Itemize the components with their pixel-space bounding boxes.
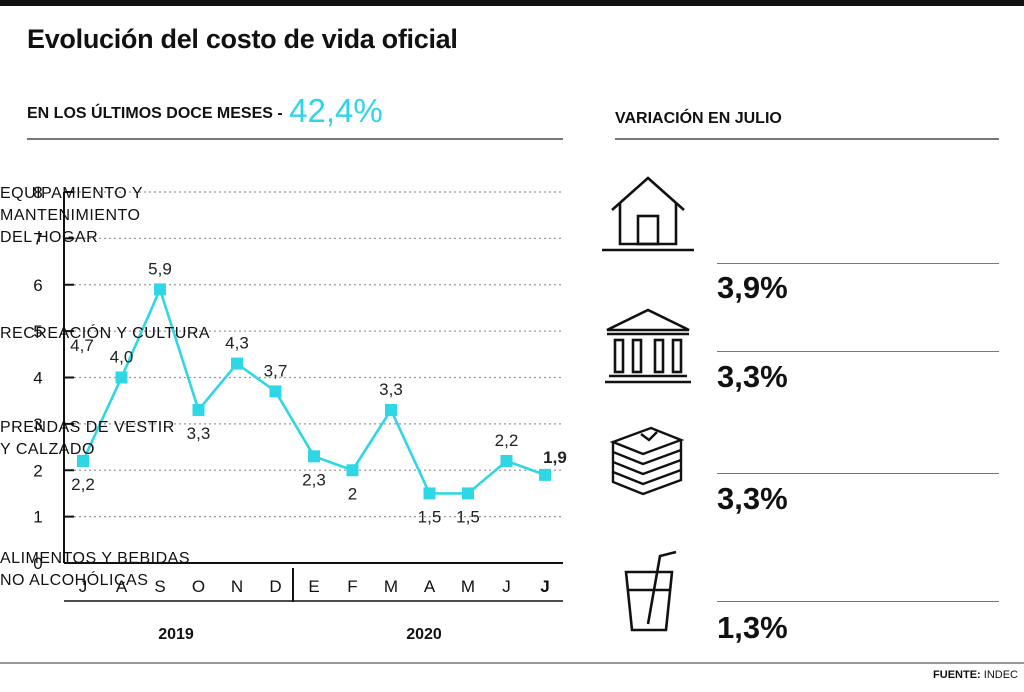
chart-title: Evolución del costo de vida oficial — [27, 24, 458, 54]
data-label: 1,9 — [543, 448, 567, 467]
data-point — [192, 403, 205, 416]
value-household: 3,9% — [717, 270, 788, 305]
data-point — [154, 283, 166, 296]
x-tick-label: M — [461, 577, 475, 596]
label-line: RECREACIÓN Y CULTURA — [0, 325, 211, 342]
label-line: ALIMENTOS Y BEBIDAS — [0, 550, 191, 567]
y-tick-label: 1 — [33, 508, 42, 527]
value-recreation: 3,3% — [717, 359, 788, 394]
source-label: FUENTE: — [933, 669, 981, 681]
data-label: 3,7 — [264, 361, 288, 380]
category-label-food: ALIMENTOS Y BEBIDAS NO ALCOHÓLICAS — [0, 548, 190, 592]
y-tick-label: 0 — [33, 554, 42, 573]
data-label: 1,5 — [418, 507, 442, 526]
data-label: 4,0 — [110, 348, 134, 367]
label-line: EQUIPAMIENTO Y — [0, 185, 144, 202]
data-point — [423, 487, 436, 500]
category-label-clothing: PRENDAS DE VESTIR Y CALZADO — [0, 417, 175, 461]
data-label: 2 — [348, 484, 357, 503]
label-line: NO ALCOHÓLICAS — [0, 572, 149, 589]
x-tick-label: M — [384, 577, 398, 596]
data-point — [308, 450, 320, 463]
x-tick-label: A — [116, 577, 128, 596]
y-tick-label: 8 — [33, 183, 42, 202]
category-label-household: EQUIPAMIENTO Y MANTENIMIENTO DEL HOGAR — [0, 183, 143, 249]
glass-straw-icon — [624, 550, 677, 632]
label-line: Y CALZADO — [0, 441, 95, 458]
house-icon — [602, 176, 694, 252]
divider — [717, 601, 999, 602]
data-point — [500, 454, 513, 467]
data-label: 3,3 — [379, 380, 403, 399]
twelve-month-label: EN LOS ÚLTIMOS DOCE MESES - — [27, 105, 283, 122]
data-label: 3,3 — [187, 424, 211, 443]
divider — [717, 351, 999, 352]
x-tick-label: J — [540, 577, 549, 596]
data-label: 2,2 — [71, 475, 95, 494]
bottom-rule — [0, 662, 1024, 664]
line-chart: 0 1 2 3 4 5 6 7 8 J A S O N D E F M A M J J 2019 2020 2,2 4,0 5,9 3… — [33, 183, 567, 643]
y-tick-label: 5 — [33, 322, 42, 341]
x-tick-label: N — [231, 577, 243, 596]
label-line: MANTENIMIENTO — [0, 207, 141, 224]
source-value: INDEC — [983, 669, 1018, 681]
top-bar — [0, 0, 1024, 6]
year-label-2020: 2020 — [406, 626, 442, 643]
data-label: 1,5 — [456, 507, 480, 526]
value-food: 1,3% — [717, 610, 788, 645]
y-tick-label: 2 — [33, 461, 42, 480]
data-point — [269, 385, 282, 398]
y-tick-label: 4 — [33, 369, 42, 388]
divider-right — [615, 138, 999, 140]
divider-left — [27, 138, 563, 140]
twelve-month-heading: EN LOS ÚLTIMOS DOCE MESES - 42,4% — [27, 92, 383, 130]
data-label: 2,3 — [302, 470, 326, 489]
label-line: PRENDAS DE VESTIR — [0, 419, 175, 436]
data-point — [77, 454, 89, 467]
category-label-recreation: RECREACIÓN Y CULTURA — [0, 323, 210, 345]
value-clothing: 3,3% — [717, 481, 788, 516]
x-tick-label: F — [347, 577, 357, 596]
twelve-month-value: 42,4% — [289, 92, 383, 129]
x-tick-label: A — [424, 577, 436, 596]
y-tick-label: 7 — [33, 229, 42, 248]
y-tick-label: 3 — [33, 415, 42, 434]
annotation-label: 4,7 — [70, 336, 94, 355]
divider — [717, 263, 999, 264]
series-line — [81, 285, 546, 495]
data-point — [462, 487, 474, 500]
source-note: FUENTE: INDEC — [933, 669, 1018, 681]
data-label: 2,2 — [495, 431, 519, 450]
museum-icon — [605, 308, 691, 384]
year-label-2019: 2019 — [158, 626, 194, 643]
data-point — [385, 403, 397, 416]
x-tick-label: O — [192, 577, 205, 596]
data-point — [115, 371, 128, 384]
x-tick-label: J — [502, 577, 511, 596]
x-tick-label: D — [269, 577, 281, 596]
x-tick-label: S — [154, 577, 165, 596]
label-line: DEL HOGAR — [0, 229, 99, 246]
folded-clothes-icon — [609, 426, 685, 496]
x-tick-label: J — [79, 577, 88, 596]
divider — [717, 473, 999, 474]
data-label: 5,9 — [148, 259, 172, 278]
data-point — [346, 464, 359, 477]
data-point — [231, 357, 243, 370]
data-point — [539, 468, 551, 481]
x-tick-label: E — [308, 577, 319, 596]
data-label: 4,3 — [225, 334, 249, 353]
y-tick-label: 6 — [33, 276, 42, 295]
variation-title: VARIACIÓN EN JULIO — [615, 110, 782, 127]
